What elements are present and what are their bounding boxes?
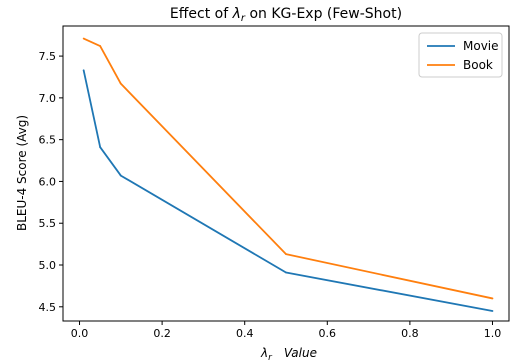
plot-frame (62, 25, 510, 322)
series-line-book (83, 37, 493, 300)
y-tick-label: 7.5 (39, 50, 57, 63)
data-point-book-1 (99, 45, 102, 47)
y-tick-label: 5.0 (39, 259, 57, 272)
data-point-book-4 (491, 297, 494, 300)
x-tick-label: 0.4 (236, 327, 254, 340)
x-tick-label: 0.8 (401, 327, 419, 340)
data-point-movie-4 (491, 310, 494, 312)
data-point-movie-1 (99, 146, 102, 149)
data-point-movie-2 (119, 174, 122, 177)
legend-box (418, 32, 503, 78)
x-axis-ticks: 0.0 0.2 0.4 0.6 0.8 1.0 (71, 321, 501, 340)
x-tick-label: 0.2 (153, 327, 171, 340)
y-tick-label: 7.0 (39, 92, 57, 105)
x-axis-label: λr Value (260, 346, 317, 363)
legend-label-book: Book (463, 58, 493, 72)
x-tick-label: 1.0 (484, 327, 502, 340)
legend: Movie Book (418, 32, 503, 78)
plot-area: 0.0 0.2 0.4 0.6 0.8 1.0 4.5 5.0 5.5 6.0 6.5 7.0 7.5 (39, 25, 510, 340)
series-line-movie (82, 70, 493, 312)
x-tick-label: 0.6 (319, 327, 337, 340)
data-point-movie-3 (285, 271, 287, 274)
y-tick-label: 6.0 (39, 175, 57, 188)
y-tick-label: 4.5 (39, 301, 57, 314)
y-tick-label: 5.5 (39, 217, 57, 230)
data-point-book-2 (119, 82, 122, 85)
x-tick-label: 0.0 (71, 327, 89, 340)
series-layer (82, 37, 494, 312)
data-point-movie-0 (82, 69, 85, 72)
y-tick-label: 6.5 (39, 134, 57, 147)
legend-label-movie: Movie (463, 39, 499, 53)
chart-title: Effect of λr on KG-Exp (Few-Shot) (170, 6, 402, 24)
data-point-book-0 (82, 37, 85, 40)
y-axis-label: BLEU-4 Score (Avg) (15, 115, 29, 231)
data-point-book-3 (285, 253, 287, 256)
y-axis-ticks: 4.5 5.0 5.5 6.0 6.5 7.0 7.5 (39, 50, 63, 314)
